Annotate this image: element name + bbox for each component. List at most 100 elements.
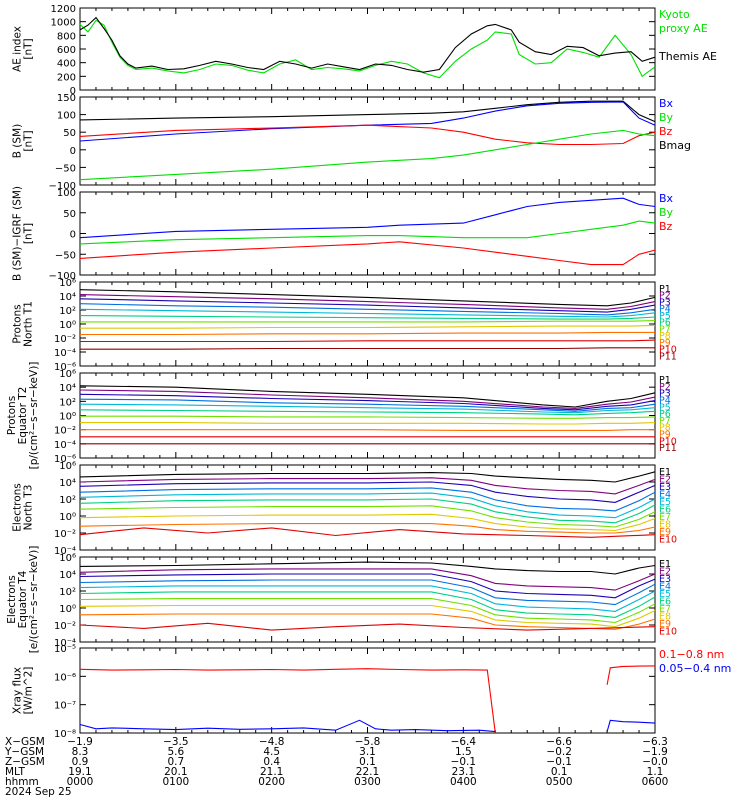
legend-label: Bx: [659, 97, 674, 110]
y-tick-label: 0: [70, 146, 76, 157]
legend-label: P2: [659, 291, 671, 302]
series-line-themis-ae: [79, 16, 656, 73]
y-tick-label: 10⁰: [59, 512, 76, 523]
y-tick-label: 200: [57, 72, 76, 83]
ephemeris-value: 0.4: [263, 756, 280, 768]
legend-label: P4: [659, 304, 671, 315]
series-line-p2: [79, 389, 656, 409]
legend-label: E10: [659, 627, 677, 638]
y-tick-label: 10⁻²: [54, 529, 76, 540]
legend-label: P2: [659, 382, 671, 393]
y-tick-label: 10²: [59, 587, 76, 598]
y-tick-label: 50: [63, 209, 76, 220]
y-tick-label: 10⁴: [59, 478, 76, 489]
series-line-kyoto-proxy-ae: [79, 19, 656, 79]
ephemeris-value: −6.6: [546, 736, 572, 748]
y-axis-title: [e/(cm²−s−sr−keV)]: [28, 546, 40, 654]
y-tick-label: 800: [57, 31, 76, 42]
ephemeris-value: 23.1: [452, 766, 475, 778]
y-axis-title: Xray flux: [12, 667, 24, 714]
y-tick-label: 10²: [59, 495, 76, 506]
y-tick-label: 10²: [59, 397, 76, 408]
y-tick-label: 10⁻⁶: [54, 362, 76, 373]
legend-label: P1: [659, 375, 671, 386]
y-axis-title: B (SM)−IGRF (SM): [12, 186, 24, 281]
y-tick-label: 10⁶: [59, 369, 76, 380]
y-tick-label: 1200: [51, 4, 76, 15]
series-line-e2: [79, 477, 656, 495]
y-tick-label: 10⁻⁴: [54, 546, 76, 557]
series-line-e6: [79, 498, 656, 524]
series-line-e4: [79, 579, 656, 606]
legend-label: P8: [659, 331, 671, 342]
panel-frame: [79, 372, 656, 459]
y-axis-title: [W/m^2]: [23, 667, 35, 715]
legend-label: Bx: [659, 192, 674, 205]
ephemeris-row-label: Z−GSM: [5, 756, 45, 768]
legend-label: E2: [659, 567, 671, 578]
series-line-bz: [79, 241, 656, 266]
ephemeris-value: 0.7: [167, 756, 184, 768]
legend-label: E1: [659, 559, 671, 570]
y-tick-label: 10⁻²: [54, 426, 76, 437]
series-line-e8: [79, 513, 656, 532]
ephemeris-row-label: MLT: [5, 766, 25, 778]
y-axis-title: Electrons: [6, 575, 18, 624]
series-line-e3: [79, 481, 656, 503]
ephemeris-value: 0.9: [72, 756, 89, 768]
legend-label: By: [659, 206, 674, 219]
ephemeris-value: 0300: [354, 776, 381, 788]
legend-label: P5: [659, 311, 671, 322]
legend-label: Bz: [659, 220, 673, 233]
legend-label: By: [659, 111, 674, 124]
series-line-bmag: [79, 100, 656, 123]
legend-label: P6: [659, 318, 671, 329]
ephemeris-value: 0100: [162, 776, 189, 788]
series-line-e7: [79, 598, 656, 624]
series-line-e10: [79, 527, 656, 538]
series-line-p8: [80, 324, 656, 329]
series-line-p6: [79, 409, 656, 416]
legend-label: E3: [659, 482, 671, 493]
y-axis-title: [p/(cm²−s−sr−keV)]: [28, 362, 40, 470]
ephemeris-value: 19.1: [68, 766, 91, 778]
ephemeris-value: 0000: [67, 776, 94, 788]
series-line-e2: [79, 568, 656, 591]
legend-label: E5: [659, 589, 671, 600]
legend-label: P11: [659, 351, 677, 362]
y-tick-label: 10⁻⁶: [54, 672, 76, 683]
y-tick-label: 10⁶: [59, 553, 76, 564]
series-line-by: [79, 129, 656, 181]
y-axis-title: Electrons: [12, 483, 24, 532]
series-line-p5: [79, 403, 656, 414]
legend-label: P3: [659, 297, 671, 308]
series-line-e1: [79, 471, 656, 483]
series-line-e4: [79, 487, 656, 512]
panel-frame: [79, 281, 656, 367]
y-axis-title: North T3: [23, 485, 35, 531]
ephemeris-value: −5.8: [355, 736, 381, 748]
series-line-p4: [79, 303, 656, 316]
ephemeris-value: −3.5: [163, 736, 189, 748]
y-tick-label: 50: [63, 128, 76, 139]
series-line-p4: [79, 398, 656, 412]
series-line-bx: [79, 197, 656, 239]
y-tick-label: 10⁰: [59, 412, 76, 423]
legend-label: E10: [659, 535, 677, 546]
series-line-bx: [79, 101, 656, 142]
series-line-e7: [79, 505, 656, 528]
y-tick-label: 0: [70, 230, 76, 241]
series-line-e9: [79, 523, 656, 534]
series-line-p7: [80, 415, 656, 419]
ephemeris-value: 21.1: [260, 766, 283, 778]
series-line-p9: [80, 429, 655, 431]
panel-frame: [79, 191, 656, 276]
legend-label: P7: [659, 324, 671, 335]
y-tick-label: 100: [57, 111, 76, 122]
legend-label: P9: [659, 430, 671, 441]
y-axis-title: B (SM): [12, 124, 24, 158]
y-axis-title: Equator T4: [17, 570, 29, 628]
legend-label: P10: [659, 436, 677, 447]
y-tick-label: 600: [57, 45, 76, 56]
series-line-e5: [79, 585, 656, 612]
